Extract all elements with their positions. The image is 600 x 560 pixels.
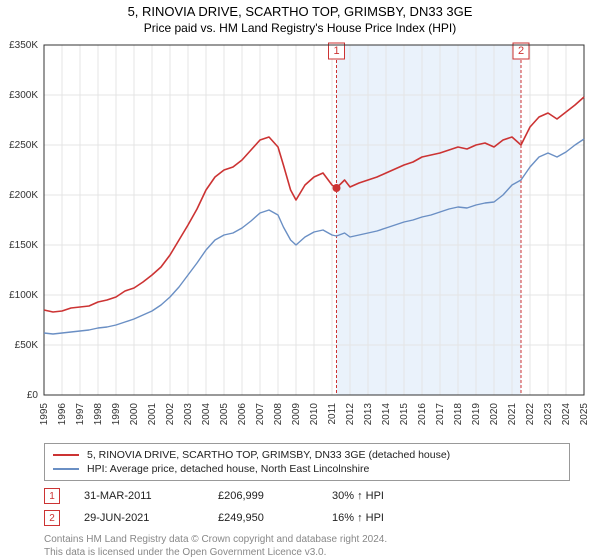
svg-text:2017: 2017 — [435, 403, 446, 426]
legend: 5, RINOVIA DRIVE, SCARTHO TOP, GRIMSBY, … — [44, 443, 570, 481]
table-row: 2 29-JUN-2021 £249,950 16% ↑ HPI — [44, 507, 570, 529]
svg-text:2009: 2009 — [291, 403, 302, 426]
svg-text:1999: 1999 — [111, 403, 122, 426]
table-row: 1 31-MAR-2011 £206,999 30% ↑ HPI — [44, 485, 570, 507]
svg-text:1996: 1996 — [57, 403, 68, 426]
chart-subtitle: Price paid vs. HM Land Registry's House … — [0, 19, 600, 39]
svg-text:1998: 1998 — [93, 403, 104, 426]
svg-text:2014: 2014 — [381, 403, 392, 426]
svg-text:2019: 2019 — [471, 403, 482, 426]
svg-text:2010: 2010 — [309, 403, 320, 426]
footer-line: This data is licensed under the Open Gov… — [44, 546, 570, 559]
chart-container: 5, RINOVIA DRIVE, SCARTHO TOP, GRIMSBY, … — [0, 0, 600, 560]
transaction-date: 31-MAR-2011 — [84, 490, 194, 502]
chart-title: 5, RINOVIA DRIVE, SCARTHO TOP, GRIMSBY, … — [0, 0, 600, 19]
svg-text:£250K: £250K — [9, 140, 38, 151]
svg-text:1997: 1997 — [75, 403, 86, 426]
svg-text:2007: 2007 — [255, 403, 266, 426]
svg-text:1: 1 — [333, 45, 339, 57]
svg-text:£50K: £50K — [15, 340, 39, 351]
svg-text:2001: 2001 — [147, 403, 158, 426]
svg-text:2025: 2025 — [579, 403, 590, 426]
svg-text:2005: 2005 — [219, 403, 230, 426]
transaction-delta: 16% ↑ HPI — [332, 512, 442, 524]
svg-text:2008: 2008 — [273, 403, 284, 426]
svg-text:£150K: £150K — [9, 240, 38, 251]
transaction-marker: 1 — [44, 488, 60, 504]
transaction-marker: 2 — [44, 510, 60, 526]
svg-text:£0: £0 — [27, 390, 39, 401]
svg-text:2015: 2015 — [399, 403, 410, 426]
chart-svg: £0 £50K £100K £150K £200K £250K £300K £350K 1995… — [0, 39, 600, 437]
svg-text:2006: 2006 — [237, 403, 248, 426]
legend-item: 5, RINOVIA DRIVE, SCARTHO TOP, GRIMSBY, … — [53, 448, 561, 462]
svg-text:2022: 2022 — [525, 403, 536, 426]
svg-text:2012: 2012 — [345, 403, 356, 426]
legend-swatch — [53, 468, 79, 470]
svg-text:1995: 1995 — [39, 403, 50, 426]
svg-text:£350K: £350K — [9, 40, 38, 51]
svg-text:2024: 2024 — [561, 403, 572, 426]
svg-text:2002: 2002 — [165, 403, 176, 426]
svg-text:2023: 2023 — [543, 403, 554, 426]
svg-text:2013: 2013 — [363, 403, 374, 426]
transaction-delta: 30% ↑ HPI — [332, 490, 442, 502]
legend-label: 5, RINOVIA DRIVE, SCARTHO TOP, GRIMSBY, … — [87, 449, 450, 461]
svg-text:£200K: £200K — [9, 190, 38, 201]
chart-plot-area: £0 £50K £100K £150K £200K £250K £300K £350K 1995… — [0, 39, 600, 437]
svg-text:2000: 2000 — [129, 403, 140, 426]
svg-text:£100K: £100K — [9, 290, 38, 301]
transaction-date: 29-JUN-2021 — [84, 512, 194, 524]
svg-text:2003: 2003 — [183, 403, 194, 426]
svg-text:£300K: £300K — [9, 90, 38, 101]
svg-text:2011: 2011 — [327, 403, 338, 425]
transaction-price: £249,950 — [218, 512, 308, 524]
transactions-table: 1 31-MAR-2011 £206,999 30% ↑ HPI 2 29-JU… — [44, 485, 570, 529]
legend-item: HPI: Average price, detached house, Nort… — [53, 462, 561, 476]
svg-text:2016: 2016 — [417, 403, 428, 426]
footer: Contains HM Land Registry data © Crown c… — [44, 533, 570, 559]
svg-text:2020: 2020 — [489, 403, 500, 426]
footer-line: Contains HM Land Registry data © Crown c… — [44, 533, 570, 546]
svg-text:2018: 2018 — [453, 403, 464, 426]
svg-text:2: 2 — [518, 45, 524, 57]
transaction-price: £206,999 — [218, 490, 308, 502]
legend-swatch — [53, 454, 79, 456]
svg-text:2004: 2004 — [201, 403, 212, 426]
legend-label: HPI: Average price, detached house, Nort… — [87, 463, 369, 475]
svg-text:2021: 2021 — [507, 403, 518, 426]
